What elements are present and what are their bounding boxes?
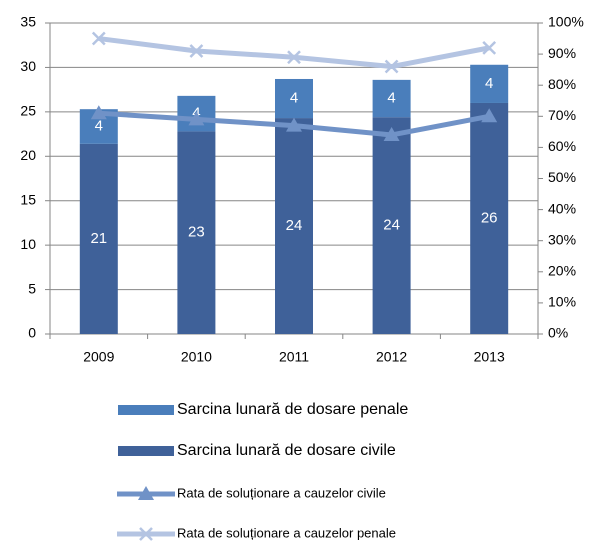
marker <box>481 108 498 123</box>
bar <box>79 143 118 334</box>
legend-label: Sarcina lunară de dosare civile <box>177 442 396 459</box>
legend-swatch <box>118 446 174 456</box>
legend-label: Rata de soluționare a cauzelor civile <box>177 485 386 500</box>
marker <box>189 44 204 58</box>
data-label: 4 <box>290 89 298 106</box>
marker <box>188 111 205 126</box>
y2-tick-label: 20% <box>548 263 576 279</box>
data-label: 26 <box>481 209 498 226</box>
y-tick-label: 35 <box>20 14 36 30</box>
data-label: 21 <box>90 230 107 247</box>
marker <box>287 50 301 65</box>
data-label: 24 <box>286 217 303 234</box>
y2-tick-label: 0% <box>548 325 568 341</box>
y-tick-label: 20 <box>20 147 36 163</box>
data-label: 23 <box>188 224 205 241</box>
bar <box>470 64 509 103</box>
marker <box>91 31 106 46</box>
y2-tick-label: 10% <box>548 294 576 310</box>
legend-swatch <box>118 405 174 415</box>
data-label: 4 <box>387 89 395 106</box>
data-label: 4 <box>95 117 103 134</box>
x-tick-label: 2013 <box>474 349 505 365</box>
marker <box>138 486 154 500</box>
marker <box>90 105 107 120</box>
y-tick-label: 5 <box>28 280 36 296</box>
legend-label: Sarcina lunară de dosare penale <box>177 401 408 418</box>
bar <box>372 79 411 118</box>
x-tick-label: 2012 <box>376 349 407 365</box>
y-tick-label: 25 <box>20 103 36 119</box>
y2-tick-label: 50% <box>548 169 576 185</box>
y-tick-label: 30 <box>20 58 36 74</box>
legend-label: Rata de soluționare a cauzelor penale <box>177 525 396 540</box>
bar <box>275 78 313 119</box>
marker <box>384 59 399 74</box>
y2-tick-label: 70% <box>548 107 576 123</box>
x-tick-label: 2009 <box>83 349 114 365</box>
marker <box>482 40 497 55</box>
y2-tick-label: 90% <box>548 45 576 61</box>
y2-tick-label: 60% <box>548 138 576 154</box>
line <box>98 36 490 70</box>
y2-tick-label: 30% <box>548 231 576 247</box>
y2-tick-label: 40% <box>548 200 576 216</box>
bar <box>177 131 216 334</box>
bar <box>372 117 411 334</box>
data-label: 24 <box>383 217 400 234</box>
x-tick-label: 2011 <box>279 349 309 365</box>
bar <box>470 102 509 334</box>
y2-tick-label: 100% <box>548 14 584 30</box>
marker <box>286 117 302 132</box>
x-tick-label: 2010 <box>181 349 212 365</box>
bar <box>275 118 313 334</box>
y-tick-label: 10 <box>20 236 36 252</box>
y-tick-label: 15 <box>20 191 36 207</box>
y-tick-label: 0 <box>28 325 36 341</box>
y2-tick-label: 80% <box>548 76 576 92</box>
marker <box>139 527 153 541</box>
data-label: 4 <box>485 75 493 92</box>
marker <box>383 126 400 141</box>
